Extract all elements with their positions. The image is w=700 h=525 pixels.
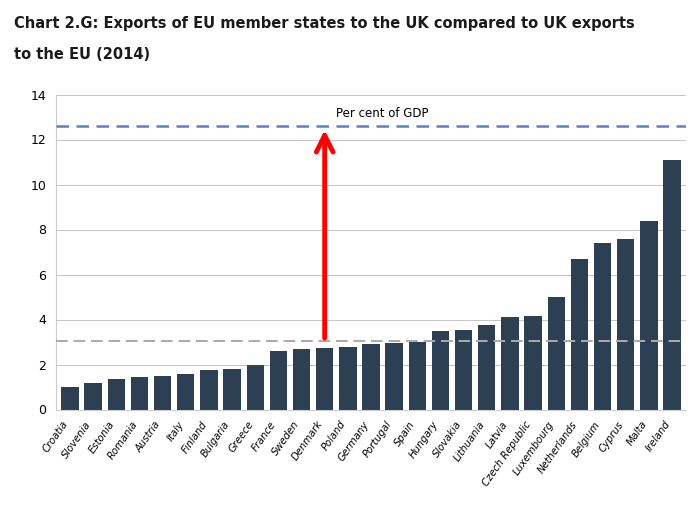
Bar	[455, 330, 472, 410]
Bar	[547, 297, 565, 410]
Bar	[617, 238, 634, 410]
Bar	[640, 220, 657, 410]
Bar	[154, 376, 172, 410]
Text: Per cent of GDP: Per cent of GDP	[336, 108, 429, 120]
Bar	[177, 373, 195, 410]
Bar	[432, 331, 449, 410]
Bar	[293, 349, 310, 410]
Bar	[270, 351, 287, 410]
Bar	[316, 348, 333, 410]
Bar	[594, 243, 611, 410]
Bar	[131, 377, 148, 410]
Bar	[85, 383, 102, 410]
Bar	[501, 317, 519, 410]
Bar	[61, 387, 78, 410]
Bar	[386, 343, 402, 410]
Bar	[108, 379, 125, 410]
Bar	[664, 160, 681, 410]
Bar	[363, 344, 379, 410]
Bar	[246, 364, 264, 410]
Text: to the EU (2014): to the EU (2014)	[14, 47, 150, 62]
Bar	[340, 346, 356, 410]
Text: Chart 2.G: Exports of EU member states to the UK compared to UK exports: Chart 2.G: Exports of EU member states t…	[14, 16, 635, 31]
Bar	[524, 316, 542, 410]
Bar	[200, 370, 218, 410]
Bar	[570, 259, 588, 410]
Bar	[478, 325, 496, 410]
Bar	[223, 369, 241, 410]
Bar	[409, 342, 426, 410]
